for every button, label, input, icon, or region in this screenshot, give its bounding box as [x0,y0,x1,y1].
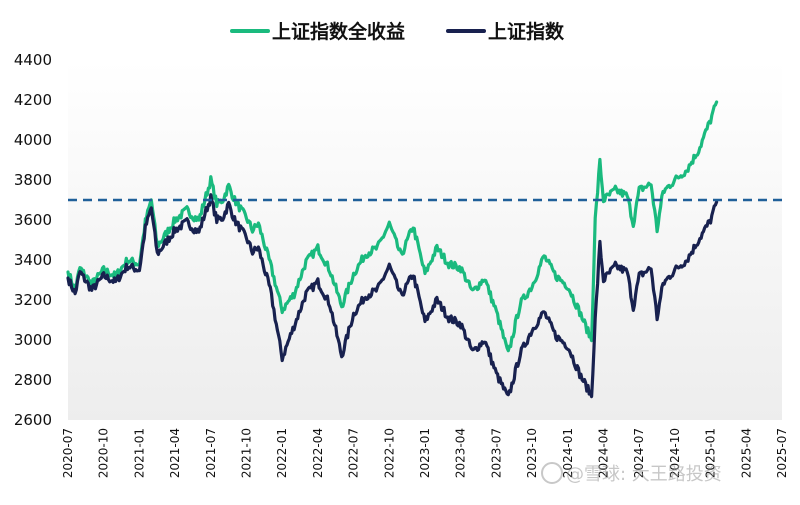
x-tick-label: 2024-01 [561,428,575,478]
y-tick-label: 2600 [14,411,52,429]
series-line-0 [66,100,719,353]
x-tick-label: 2021-01 [132,428,146,478]
watermark: @雪球: 大王路投资 [541,462,722,485]
x-axis: 2020-07 2020-10 2021-01 2021-04 2021-07 2021-… [61,428,789,478]
y-tick-label: 3000 [14,331,52,349]
y-tick-label: 3400 [14,251,52,269]
x-tick-label: 2021-04 [168,428,182,478]
x-tick-label: 2022-10 [382,428,396,478]
x-tick-label: 2023-07 [489,428,503,478]
y-tick-label: 4200 [14,91,52,109]
watermark-text: @雪球: 大王路投资 [566,464,722,485]
series-line-1 [66,193,719,399]
x-tick-label: 2022-07 [347,428,361,478]
x-tick-label: 2024-07 [632,428,646,478]
y-axis: 2600 2800 3000 3200 3400 3600 3800 4000 4200 4400 [14,51,52,429]
x-tick-label: 2023-10 [525,428,539,478]
xueqiu-logo-icon [541,462,563,484]
x-tick-label: 2024-04 [597,428,611,478]
x-tick-label: 2020-07 [61,428,75,478]
x-tick-label: 2020-10 [97,428,111,478]
x-tick-label: 2021-07 [204,428,218,478]
legend-label: 上证指数全收益 [272,20,405,43]
x-tick-label: 2021-10 [240,428,254,478]
y-tick-label: 2800 [14,371,52,389]
series-layer [66,100,719,399]
x-tick-label: 2023-04 [454,428,468,478]
y-tick-label: 4000 [14,131,52,149]
plot-background [68,60,782,420]
legend-label: 上证指数 [488,20,565,43]
x-tick-label: 2022-01 [275,428,289,478]
x-tick-label: 2024-10 [668,428,682,478]
y-tick-label: 3600 [14,211,52,229]
x-tick-label: 2025-01 [704,428,718,478]
x-tick-label: 2023-01 [418,428,432,478]
y-tick-label: 4400 [14,51,52,69]
legend: 上证指数全收益 上证指数 [230,20,565,43]
x-tick-label: 2025-07 [775,428,789,478]
y-tick-label: 3200 [14,291,52,309]
x-tick-label: 2025-04 [739,428,753,478]
x-tick-label: 2022-04 [311,428,325,478]
y-tick-label: 3800 [14,171,52,189]
